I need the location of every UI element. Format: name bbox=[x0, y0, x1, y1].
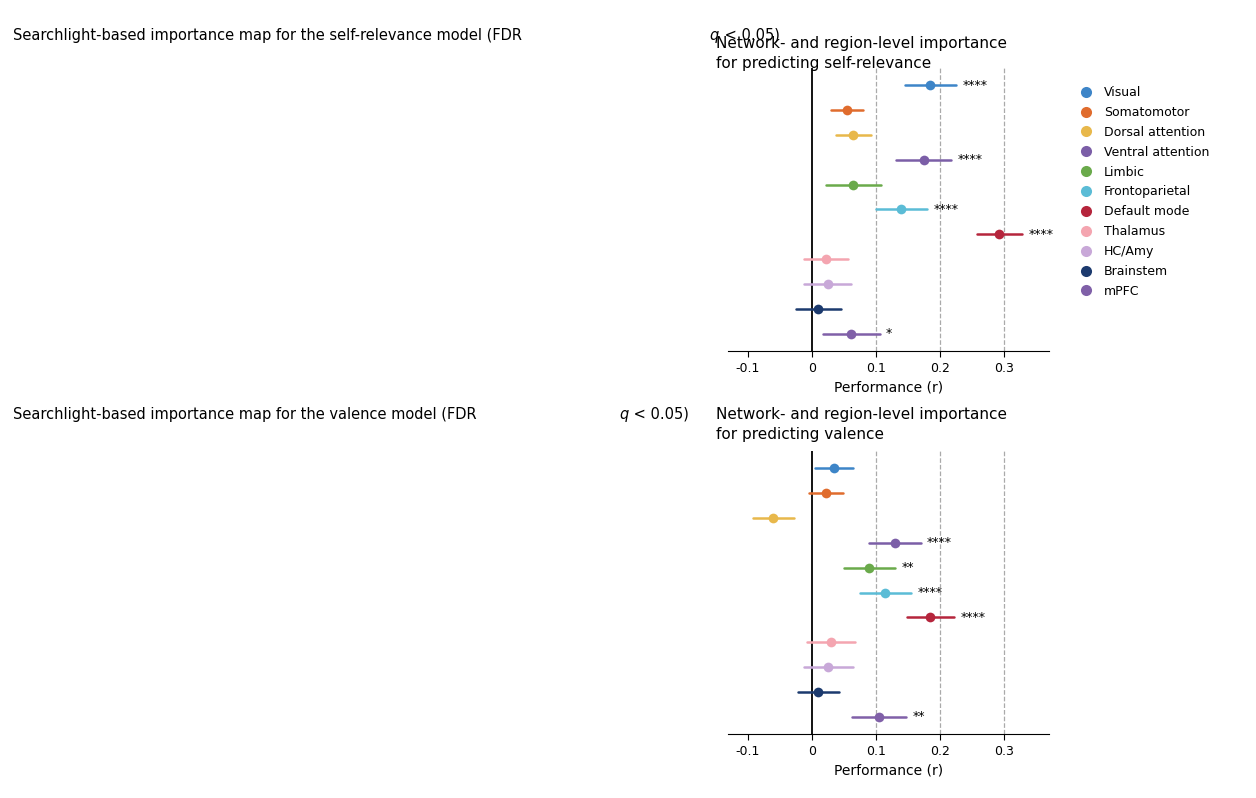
Text: q: q bbox=[619, 407, 628, 422]
Text: ****: **** bbox=[917, 586, 942, 599]
Text: Network- and region-level importance: Network- and region-level importance bbox=[716, 36, 1007, 51]
X-axis label: Performance (r): Performance (r) bbox=[834, 763, 943, 777]
Text: Network- and region-level importance: Network- and region-level importance bbox=[716, 407, 1007, 422]
Text: < 0.05): < 0.05) bbox=[720, 28, 780, 43]
Text: for predicting self-relevance: for predicting self-relevance bbox=[716, 56, 931, 71]
Text: ****: **** bbox=[1029, 227, 1054, 241]
Text: ****: **** bbox=[962, 79, 987, 92]
Text: Searchlight-based importance map for the self-relevance model (FDR: Searchlight-based importance map for the… bbox=[13, 28, 526, 43]
Text: Searchlight-based importance map for the valence model (FDR: Searchlight-based importance map for the… bbox=[13, 407, 481, 422]
Text: ****: **** bbox=[961, 610, 986, 624]
Legend: Visual, Somatomotor, Dorsal attention, Ventral attention, Limbic, Frontoparietal: Visual, Somatomotor, Dorsal attention, V… bbox=[1074, 86, 1210, 298]
Text: for predicting valence: for predicting valence bbox=[716, 427, 884, 442]
Text: **: ** bbox=[912, 710, 924, 723]
Text: ****: **** bbox=[927, 536, 952, 549]
Text: < 0.05): < 0.05) bbox=[629, 407, 690, 422]
Text: **: ** bbox=[902, 561, 914, 575]
Text: q: q bbox=[710, 28, 718, 43]
Text: ****: **** bbox=[933, 203, 958, 216]
X-axis label: Performance (r): Performance (r) bbox=[834, 380, 943, 394]
Text: *: * bbox=[885, 327, 892, 340]
Text: ****: **** bbox=[958, 153, 982, 166]
